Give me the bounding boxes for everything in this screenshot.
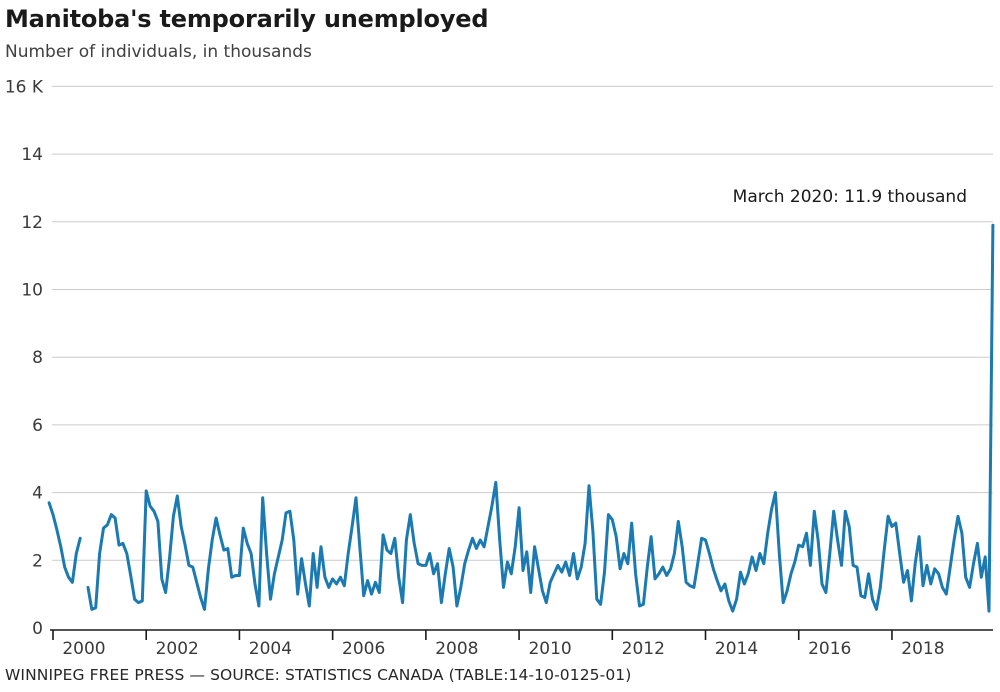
x-axis-label: 2012 <box>622 639 665 659</box>
y-axis-label: 4 <box>32 484 43 504</box>
unemployment-line <box>47 223 995 613</box>
x-axis-label: 2006 <box>342 639 385 659</box>
page-title: Manitoba's temporarily unemployed <box>5 5 489 33</box>
chart-subtitle: Number of individuals, in thousands <box>5 42 312 62</box>
y-axis-label: 6 <box>32 416 43 436</box>
y-axis-label: 16 K <box>5 77 44 97</box>
x-axis-label: 2004 <box>249 639 292 659</box>
y-axis-label: 10 <box>21 281 43 301</box>
y-axis-label: 2 <box>32 551 43 571</box>
peak-annotation: March 2020: 11.9 thousand <box>732 187 967 207</box>
y-axis-label: 0 <box>32 619 43 639</box>
x-axis-label: 2008 <box>435 639 478 659</box>
x-axis-label: 2016 <box>808 639 851 659</box>
y-axis-label: 14 <box>21 145 43 165</box>
x-axis-label: 2018 <box>901 639 944 659</box>
source-footer: WINNIPEG FREE PRESS — SOURCE: STATISTICS… <box>5 666 632 684</box>
y-axis-label: 8 <box>32 348 43 368</box>
x-axis-label: 2002 <box>156 639 199 659</box>
x-axis-label: 2000 <box>62 639 105 659</box>
y-axis-label: 12 <box>21 213 43 233</box>
x-axis-label: 2014 <box>715 639 758 659</box>
x-axis-label: 2010 <box>528 639 571 659</box>
